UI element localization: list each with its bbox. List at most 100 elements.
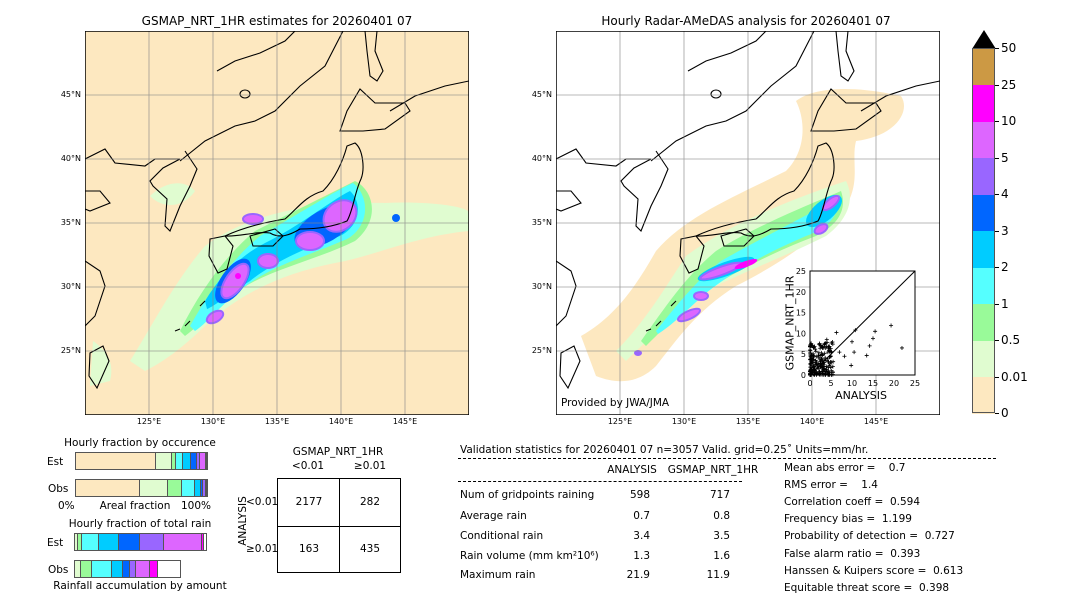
- scatter-point: [813, 362, 818, 367]
- tot-obs-label: Obs: [48, 564, 69, 576]
- bar-segment: [200, 453, 206, 469]
- lat-tick-label: 30°N: [531, 282, 552, 291]
- scatter-point: [816, 350, 821, 355]
- contingency-table: 2177 282 163 435: [277, 478, 401, 573]
- stat-gsmap-value: 717: [709, 489, 730, 501]
- bar-segment: [81, 561, 92, 577]
- bar-segment: [196, 453, 201, 469]
- lon-tick-label: 135°E: [264, 417, 290, 426]
- bar-segment: [75, 561, 82, 577]
- occ-obs-label: Obs: [48, 483, 69, 495]
- colorbar-label: 0: [1001, 406, 1009, 420]
- colorbar-extend-arrow: [972, 30, 996, 49]
- scatter-ytick: 20: [796, 288, 806, 297]
- bar-segment: [98, 534, 120, 550]
- scatter-point: [812, 344, 817, 349]
- scatter-point: [827, 361, 832, 366]
- bar-segment: [182, 480, 196, 496]
- bar-segment: [163, 534, 202, 550]
- total-rain-bar-est: [74, 533, 207, 551]
- scatter-point: [824, 337, 829, 342]
- scatter-point: [825, 350, 830, 355]
- stat-gsmap-value: 3.5: [713, 530, 730, 542]
- lat-tick-label: 45°N: [60, 90, 81, 99]
- stat-analysis-value: 598: [629, 489, 650, 501]
- score-line: Hanssen & Kuipers score = 0.613: [784, 564, 964, 577]
- bar-segment: [155, 453, 172, 469]
- total-rain-title: Hourly fraction of total rain: [68, 518, 212, 530]
- lat-tick-label: 25°N: [531, 346, 552, 355]
- stat-row-label: Maximum rain: [460, 569, 536, 581]
- bar-segment: [81, 534, 99, 550]
- gsmap-estimate-map: [85, 31, 469, 415]
- colorbar-label: 50: [1001, 41, 1017, 55]
- lon-tick-label: 145°E: [392, 417, 418, 426]
- scatter-point: [820, 345, 825, 350]
- bar-segment: [168, 480, 183, 496]
- bar-segment: [203, 480, 206, 496]
- colorbar-tick: [995, 48, 999, 49]
- bar-segment: [91, 561, 112, 577]
- scatter-ytick: 25: [796, 267, 806, 276]
- bar-segment: [183, 453, 192, 469]
- occurrence-bar-obs: [75, 479, 208, 497]
- colorbar-segment: [972, 48, 995, 85]
- scatter-xtick: 0: [807, 379, 812, 388]
- occ-xlabel: Areal fraction: [99, 500, 171, 512]
- stat-row-label: Conditional rain: [460, 530, 544, 542]
- scatter-point: [873, 329, 878, 334]
- scatter-ytick: 10: [796, 329, 806, 338]
- bar-segment: [205, 453, 207, 469]
- lat-tick-label: 25°N: [60, 346, 81, 355]
- scatter-xtick: 25: [910, 379, 920, 388]
- scatter-point: [817, 372, 822, 377]
- scatter-point: [853, 328, 858, 333]
- score-line: Probability of detection = 0.727: [784, 530, 955, 543]
- scatter-point: [811, 353, 816, 358]
- col-header-1: ≥0.01: [353, 460, 387, 472]
- colorbar-segment: [972, 267, 995, 304]
- scatter-point: [808, 348, 813, 353]
- lon-tick-label: 135°E: [735, 417, 761, 426]
- colorbar-tick: [995, 121, 999, 122]
- scatter-point: [823, 355, 828, 360]
- stat-row-label: Rain volume (mm km²10⁶): [460, 550, 599, 562]
- bar-segment: [76, 480, 141, 496]
- score-line: Equitable threat score = 0.398: [784, 581, 950, 594]
- colorbar-tick: [995, 267, 999, 268]
- score-line: RMS error = 1.4: [784, 479, 878, 492]
- colorbar-label: 1: [1001, 296, 1009, 311]
- scatter-point: [818, 364, 823, 369]
- cell-0-0: 2177: [295, 496, 323, 508]
- scatter-point: [823, 372, 828, 377]
- colorbar-segment: [972, 303, 995, 341]
- cell-1-0: 163: [298, 543, 320, 555]
- stat-analysis-value: 3.4: [633, 530, 650, 542]
- bar-segment: [119, 534, 141, 550]
- scatter-point: [815, 365, 820, 370]
- scatter-point: [818, 353, 823, 358]
- scatter-point: [828, 346, 833, 351]
- scatter-point: [828, 354, 833, 359]
- scatter-point: [850, 339, 854, 344]
- lon-tick-label: 125°E: [607, 417, 633, 426]
- scatter-xtick: 10: [847, 379, 857, 388]
- stats-col-analysis: ANALYSIS: [607, 464, 657, 476]
- lat-tick-label: 45°N: [531, 90, 552, 99]
- bar-segment: [171, 453, 176, 469]
- occ-tick-100: 100%: [181, 500, 212, 512]
- bar-segment: [201, 534, 205, 550]
- scatter-point: [823, 358, 828, 363]
- colorbar-tick: [995, 230, 999, 232]
- scatter-point: [808, 342, 813, 347]
- colorbar-segment: [972, 121, 995, 158]
- stat-gsmap-value: 0.8: [713, 510, 730, 522]
- bar-segment: [149, 561, 159, 577]
- colorbar-tick: [995, 340, 999, 341]
- lat-tick-label: 40°N: [60, 154, 81, 163]
- colorbar-label: 5: [1001, 150, 1009, 165]
- bar-segment: [205, 480, 207, 496]
- scatter-point: [809, 356, 814, 361]
- scatter-point: [822, 341, 827, 346]
